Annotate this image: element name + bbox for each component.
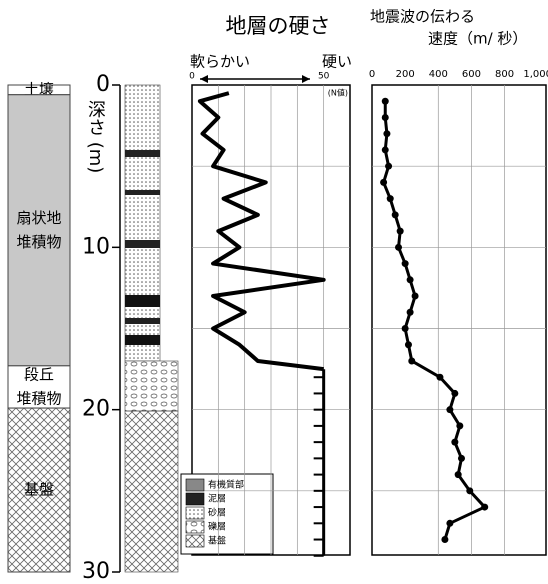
legend-swatch bbox=[186, 479, 204, 491]
v-frame bbox=[372, 85, 546, 555]
tick-label: 800 bbox=[495, 69, 514, 80]
data-point bbox=[466, 487, 473, 494]
tick-label: 50 bbox=[318, 72, 330, 82]
stratum-label: 扇状地 bbox=[16, 209, 61, 227]
data-point bbox=[446, 406, 453, 413]
depth-label: 深さ (m) bbox=[85, 100, 106, 173]
legend-swatch bbox=[186, 493, 204, 505]
legend-swatch bbox=[186, 507, 204, 519]
legend-swatch bbox=[186, 521, 204, 533]
data-point bbox=[382, 146, 389, 153]
legend-label: 泥層 bbox=[208, 494, 226, 505]
depth-tick-label: 10 bbox=[82, 234, 110, 259]
tick-label: 600 bbox=[462, 69, 481, 80]
data-point bbox=[382, 98, 389, 105]
unit-label: (N値) bbox=[328, 88, 348, 98]
tick-label: 200 bbox=[396, 69, 415, 80]
data-point bbox=[395, 244, 402, 251]
data-point bbox=[458, 455, 465, 462]
hard-label: 硬い bbox=[322, 53, 352, 71]
data-point bbox=[405, 341, 412, 348]
data-point bbox=[441, 536, 448, 543]
v-title: 地震波の伝わる bbox=[370, 8, 475, 26]
data-point bbox=[408, 357, 415, 364]
tick-label: 1,000 bbox=[523, 69, 548, 80]
data-point bbox=[451, 439, 458, 446]
data-point bbox=[456, 422, 463, 429]
data-line bbox=[384, 101, 485, 539]
data-point bbox=[380, 179, 387, 186]
stratum-label: 段丘 bbox=[24, 365, 54, 383]
data-point bbox=[436, 374, 443, 381]
depth-tick-label: 30 bbox=[82, 559, 110, 584]
stratum bbox=[8, 95, 70, 366]
v-title: 速度（m/ 秒） bbox=[428, 30, 527, 48]
data-point bbox=[451, 390, 458, 397]
data-point bbox=[402, 325, 409, 332]
legend-label: 砂層 bbox=[208, 507, 226, 519]
n-title: 地層の硬さ bbox=[226, 14, 331, 38]
soft-label: 軟らかい bbox=[190, 53, 250, 71]
legend-label: 基盤 bbox=[208, 535, 226, 547]
data-point bbox=[392, 211, 399, 218]
tick-label: 0 bbox=[189, 72, 195, 82]
data-point bbox=[455, 471, 462, 478]
legend-swatch bbox=[186, 535, 204, 547]
data-point bbox=[382, 114, 389, 121]
boring-log bbox=[125, 85, 178, 572]
stratum-label: 堆積物 bbox=[16, 389, 61, 407]
figure: 深さ (m) 地層の硬さ 軟らかい 硬い (N値) 地震波の伝わる 速度（m/ … bbox=[0, 0, 548, 584]
data-point bbox=[402, 260, 409, 267]
depth-tick-label: 20 bbox=[82, 397, 110, 422]
data-point bbox=[446, 520, 453, 527]
data-point bbox=[385, 163, 392, 170]
stratum-label: 基盤 bbox=[24, 481, 54, 499]
data-point bbox=[481, 504, 488, 511]
tick-label: 0 bbox=[369, 69, 375, 80]
data-point bbox=[407, 309, 414, 316]
data-point bbox=[387, 195, 394, 202]
legend-label: 有機質部 bbox=[208, 479, 244, 491]
data-point bbox=[383, 130, 390, 137]
stratum-label: 堆積物 bbox=[16, 233, 61, 251]
tick-label: 400 bbox=[429, 69, 448, 80]
data-point bbox=[412, 293, 419, 300]
legend-label: 礫層 bbox=[208, 521, 226, 533]
data-point bbox=[397, 228, 404, 235]
depth-tick-label: 0 bbox=[96, 72, 110, 97]
data-point bbox=[407, 276, 414, 283]
